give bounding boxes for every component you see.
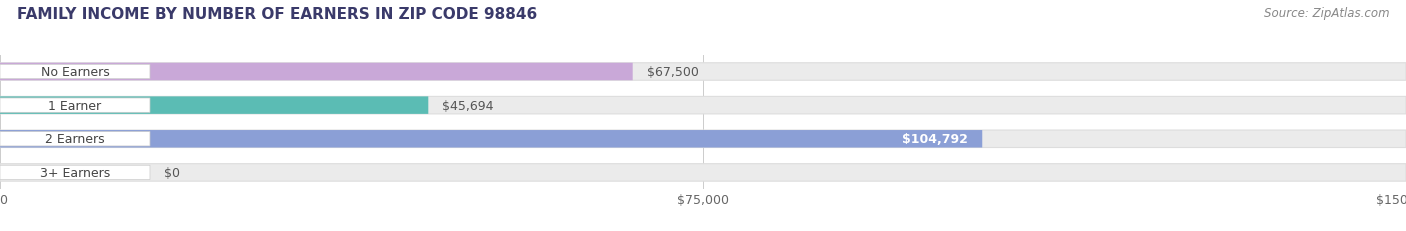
FancyBboxPatch shape <box>0 99 150 113</box>
FancyBboxPatch shape <box>0 64 1406 81</box>
FancyBboxPatch shape <box>0 131 1406 148</box>
Text: 3+ Earners: 3+ Earners <box>39 166 110 179</box>
Text: 2 Earners: 2 Earners <box>45 133 105 146</box>
Text: $45,694: $45,694 <box>443 99 494 112</box>
FancyBboxPatch shape <box>0 97 1406 114</box>
Text: No Earners: No Earners <box>41 66 110 79</box>
Text: Source: ZipAtlas.com: Source: ZipAtlas.com <box>1264 7 1389 20</box>
FancyBboxPatch shape <box>0 97 429 114</box>
Text: $0: $0 <box>165 166 180 179</box>
FancyBboxPatch shape <box>0 164 1406 181</box>
FancyBboxPatch shape <box>0 64 633 81</box>
Text: $104,792: $104,792 <box>903 133 969 146</box>
FancyBboxPatch shape <box>0 132 150 146</box>
Text: $67,500: $67,500 <box>647 66 699 79</box>
FancyBboxPatch shape <box>0 65 150 79</box>
Text: FAMILY INCOME BY NUMBER OF EARNERS IN ZIP CODE 98846: FAMILY INCOME BY NUMBER OF EARNERS IN ZI… <box>17 7 537 22</box>
FancyBboxPatch shape <box>0 166 150 180</box>
FancyBboxPatch shape <box>0 131 983 148</box>
Text: 1 Earner: 1 Earner <box>48 99 101 112</box>
